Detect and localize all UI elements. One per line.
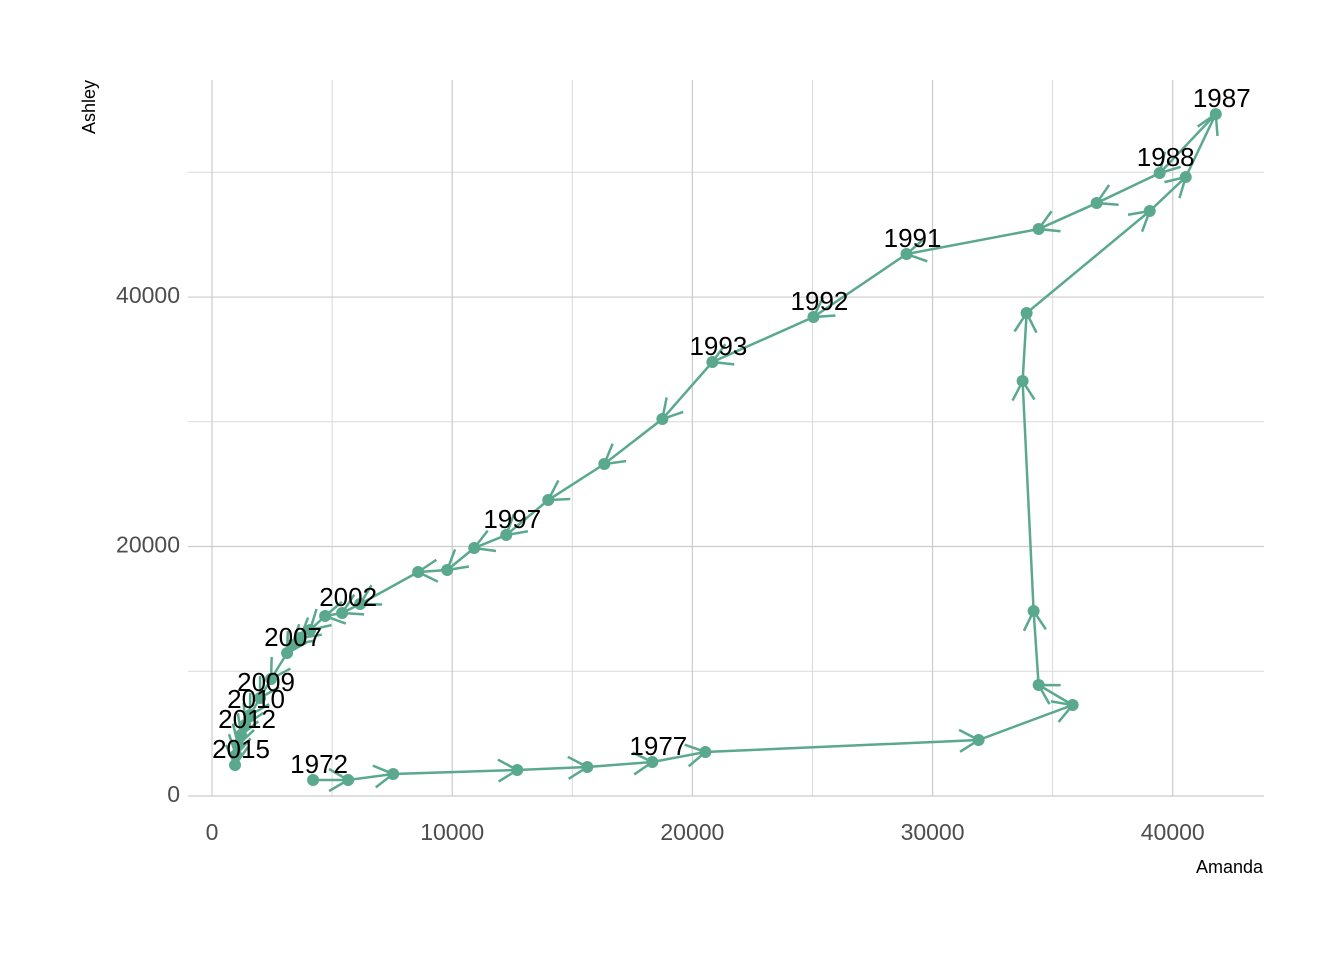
point — [441, 564, 454, 577]
point-label: 1993 — [689, 331, 747, 361]
point — [1153, 167, 1166, 180]
point-label: 1972 — [290, 749, 348, 779]
point — [972, 734, 985, 747]
point-label: 2010 — [227, 684, 285, 714]
point-label: 1991 — [884, 223, 942, 253]
point — [412, 566, 425, 579]
line — [233, 113, 1217, 782]
point — [265, 673, 278, 686]
point — [319, 610, 332, 623]
point — [336, 607, 349, 620]
point-label: 1987 — [1193, 83, 1251, 113]
point — [354, 598, 367, 611]
point — [900, 248, 913, 261]
point — [1027, 605, 1040, 618]
point — [542, 494, 555, 507]
point — [1143, 205, 1156, 218]
y-axis-label: Ashley — [79, 80, 99, 134]
y-tick-label: 20000 — [116, 532, 180, 558]
x-tick-label: 40000 — [1141, 819, 1205, 845]
y-tick-label: 40000 — [116, 282, 180, 308]
point — [304, 624, 317, 637]
point — [1090, 197, 1103, 210]
x-tick-label: 20000 — [660, 819, 724, 845]
point — [656, 413, 669, 426]
point — [1020, 307, 1033, 320]
point — [1032, 679, 1045, 692]
point — [342, 773, 355, 786]
point-label: 2007 — [264, 622, 322, 652]
x-tick-label: 10000 — [420, 819, 484, 845]
point-label: 2002 — [319, 582, 377, 612]
point — [1179, 171, 1192, 184]
point — [646, 756, 659, 769]
point — [244, 709, 257, 722]
point — [229, 759, 242, 772]
point — [307, 773, 320, 786]
point — [807, 311, 820, 324]
point-label: 2015 — [212, 734, 270, 764]
point-label: 1992 — [791, 286, 849, 316]
x-axis-label: Amanda — [1196, 857, 1264, 877]
point-label: 1977 — [629, 731, 687, 761]
point — [294, 632, 307, 645]
point-label: 1988 — [1137, 142, 1195, 172]
x-tick-label: 30000 — [901, 819, 965, 845]
point-label: 2012 — [218, 704, 276, 734]
y-tick-label: 0 — [167, 781, 180, 807]
point — [699, 746, 712, 759]
point — [598, 458, 611, 471]
point-label: 1997 — [483, 504, 541, 534]
point — [1066, 699, 1079, 712]
point-label: 2009 — [237, 667, 295, 697]
point — [387, 767, 400, 780]
point — [511, 764, 524, 777]
point — [706, 356, 719, 369]
point — [281, 647, 294, 660]
point — [1032, 223, 1045, 236]
x-tick-label: 0 — [206, 819, 219, 845]
point — [581, 760, 594, 773]
point — [1016, 375, 1029, 388]
point — [500, 529, 513, 542]
point — [254, 692, 267, 705]
point — [1209, 108, 1222, 121]
point — [468, 542, 481, 555]
